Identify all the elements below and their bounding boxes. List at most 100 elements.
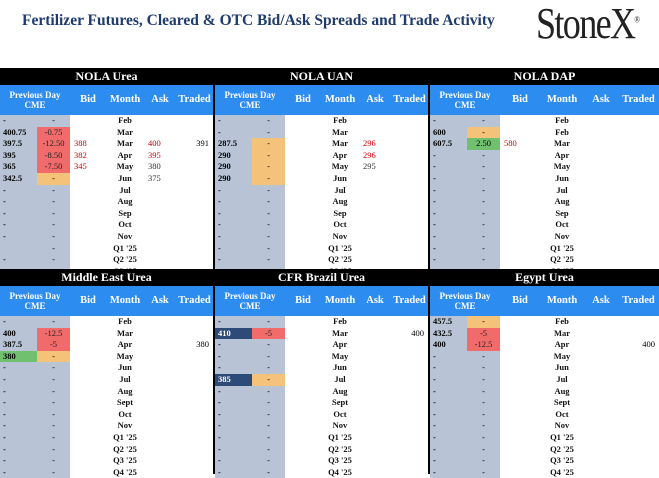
- bid-cell: [500, 362, 540, 374]
- traded-cell: [391, 231, 428, 243]
- table-row: - - Q1 '25: [215, 432, 428, 444]
- traded-cell: [176, 328, 213, 340]
- traded-cell: [176, 374, 213, 386]
- month-cell: Oct: [555, 219, 569, 230]
- table-row: 600- Feb: [430, 126, 659, 139]
- ask-cell: [584, 196, 618, 208]
- traded-cell: [391, 150, 428, 162]
- ask-cell: [584, 362, 618, 374]
- ask-cell: [144, 231, 176, 243]
- bid-cell: [70, 196, 106, 208]
- change-cell: -: [37, 173, 70, 185]
- traded-cell: [391, 219, 428, 231]
- prev-day-cell: -: [215, 207, 252, 220]
- month-cell: Aug: [554, 196, 570, 207]
- bid-cell: [285, 219, 321, 231]
- traded-cell: [618, 351, 659, 363]
- change-cell: -: [467, 316, 500, 328]
- ask-cell: [584, 185, 618, 197]
- change-cell: -: [37, 231, 70, 243]
- prev-day-cell: -: [215, 316, 252, 328]
- change-cell: -: [252, 374, 285, 386]
- table-row: 400.75 -0.75 Mar: [0, 126, 213, 139]
- traded-cell: [391, 208, 428, 220]
- prev-day-cell: 400.75: [0, 126, 37, 139]
- prev-day-cell: -: [430, 254, 467, 266]
- month-cell: Apr: [332, 149, 348, 160]
- table-row: - - Mar: [215, 126, 428, 139]
- traded-cell: [176, 243, 213, 255]
- table-row: 397.5 -12.50 388 Mar 400 391: [0, 138, 213, 150]
- traded-cell: [618, 374, 659, 386]
- table-row: - - Jul: [0, 184, 213, 197]
- registered-mark: ®: [634, 14, 641, 25]
- table-row: - - Q1 '25: [215, 242, 428, 255]
- change-cell: -: [37, 207, 70, 220]
- month-cell: Apr: [554, 149, 570, 160]
- change-cell: -0.75: [37, 126, 70, 139]
- bid-cell: [285, 208, 321, 220]
- ask-cell: [144, 351, 176, 363]
- bid-cell: [285, 374, 321, 386]
- prev-day-cell: -: [215, 362, 252, 374]
- traded-cell: [391, 254, 428, 266]
- table-row: - - Oct: [0, 408, 213, 421]
- prev-day-cell: -: [430, 231, 467, 243]
- change-cell: -: [252, 242, 285, 255]
- bid-cell: [285, 150, 321, 162]
- change-cell: -: [37, 455, 70, 467]
- traded-cell: [176, 173, 213, 185]
- ask-cell: [584, 208, 618, 220]
- traded-cell: 400: [411, 327, 424, 338]
- table-row: - - Q1 '25: [430, 242, 659, 255]
- ask-cell: 395: [148, 149, 161, 160]
- bid-cell: [500, 254, 540, 266]
- traded-cell: [618, 316, 659, 328]
- traded-cell: [618, 219, 659, 231]
- traded-cell: [618, 150, 659, 162]
- change-cell: -: [252, 408, 285, 421]
- ask-cell: [144, 316, 176, 328]
- table-row: - - Nov: [0, 231, 213, 243]
- traded-cell: [176, 420, 213, 432]
- prev-day-cell: -: [215, 231, 252, 243]
- prev-day-cell: -: [0, 432, 37, 444]
- bid-cell: [500, 444, 540, 456]
- change-cell: -: [37, 408, 70, 421]
- prev-day-cell: -: [215, 339, 252, 351]
- change-cell: -: [252, 126, 285, 139]
- bid-cell: [285, 138, 321, 150]
- panel-title: Egypt Urea: [430, 269, 659, 286]
- table-row: - - Q2 '25: [0, 254, 213, 266]
- month-cell: Q3 '25: [328, 455, 352, 466]
- ask-cell: [584, 316, 618, 328]
- change-cell: -: [37, 254, 70, 266]
- table-row: 287.5- Mar 296: [215, 138, 428, 150]
- month-cell: Nov: [554, 420, 570, 431]
- bid-cell: [285, 185, 321, 197]
- traded-cell: [618, 138, 659, 150]
- change-cell: -: [467, 207, 500, 220]
- table-row: - - May: [430, 350, 659, 363]
- traded-cell: [618, 115, 659, 127]
- prev-day-cell: [0, 242, 37, 255]
- month-cell: Aug: [332, 385, 348, 396]
- bid-cell: [70, 127, 106, 139]
- change-cell: -: [467, 184, 500, 197]
- ask-cell: 380: [148, 161, 161, 172]
- bid-cell: [500, 374, 540, 386]
- table-row: - - May: [215, 350, 428, 363]
- bid-cell: [70, 432, 106, 444]
- prev-day-cell: -: [430, 219, 467, 231]
- ask-cell: [584, 432, 618, 444]
- header-bid: Bid: [512, 94, 528, 105]
- month-cell: Jun: [118, 173, 132, 183]
- bid-cell: [70, 219, 106, 231]
- ask-cell: [359, 185, 391, 197]
- change-cell: -: [37, 350, 70, 363]
- column-header-row: Previous Day CME Bid Month Ask Traded: [0, 85, 213, 115]
- bid-cell: [70, 243, 106, 255]
- header-month: Month: [324, 94, 356, 105]
- panel-middle-east-urea: Middle East Urea Previous Day CME Bid Month…: [0, 269, 213, 478]
- table-row: - - Jul: [215, 184, 428, 197]
